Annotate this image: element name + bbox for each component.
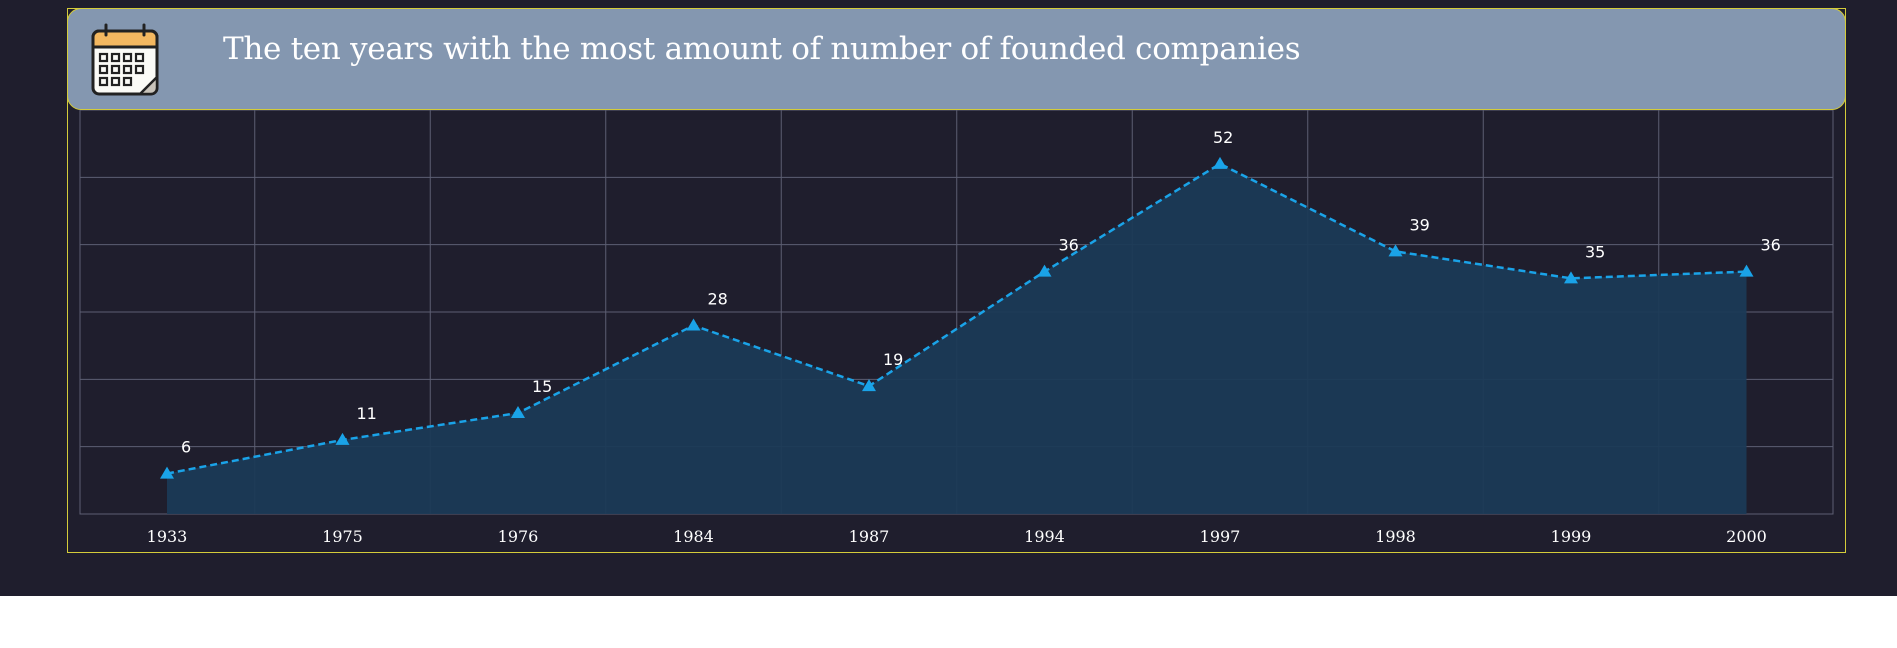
- area-fill: [167, 163, 1747, 514]
- data-label: 15: [532, 377, 552, 396]
- x-tick-label: 1976: [498, 527, 539, 546]
- data-labels: 6 11 15 28 19 36 52 39 35 36: [181, 128, 1781, 457]
- data-label: 52: [1213, 128, 1233, 147]
- data-point-marker: [1564, 271, 1578, 284]
- data-point-marker: [1739, 264, 1754, 277]
- area-chart: 6 11 15 28 19 36 52 39 35 36 1933 1975 1976 1984 1987…: [79, 109, 1834, 546]
- data-label: 6: [181, 438, 191, 457]
- data-label: 28: [708, 289, 728, 308]
- x-tick-label: 2000: [1726, 527, 1767, 546]
- x-tick-label: 1998: [1375, 527, 1416, 546]
- data-point-marker: [1388, 244, 1403, 257]
- calendar-icon: [91, 23, 159, 96]
- markers: [160, 156, 1754, 479]
- x-tick-label: 1987: [849, 527, 890, 546]
- data-label: 36: [1761, 236, 1781, 255]
- data-label: 35: [1585, 242, 1605, 261]
- data-point-marker: [1213, 156, 1227, 169]
- data-label: 19: [883, 350, 903, 369]
- data-label: 39: [1410, 215, 1430, 234]
- data-point-marker: [335, 432, 350, 445]
- x-axis-ticks: 1933 1975 1976 1984 1987 1994 1997 1998 1999 2000: [147, 527, 1767, 546]
- x-tick-label: 1994: [1024, 527, 1065, 546]
- x-tick-label: 1999: [1551, 527, 1592, 546]
- data-point-marker: [1037, 264, 1052, 277]
- chart-header: The ten years with the most amount of nu…: [67, 8, 1846, 110]
- x-tick-label: 1984: [673, 527, 714, 546]
- x-tick-label: 1933: [147, 527, 188, 546]
- series-line: [166, 162, 1747, 475]
- data-point-marker: [862, 379, 876, 392]
- x-tick-label: 1997: [1200, 527, 1241, 546]
- data-point-marker: [160, 466, 174, 479]
- data-point-marker: [686, 318, 701, 331]
- data-label: 36: [1059, 236, 1079, 255]
- chart-title: The ten years with the most amount of nu…: [223, 31, 1301, 67]
- data-label: 11: [357, 404, 377, 423]
- data-point-marker: [511, 406, 525, 418]
- x-tick-label: 1975: [322, 527, 363, 546]
